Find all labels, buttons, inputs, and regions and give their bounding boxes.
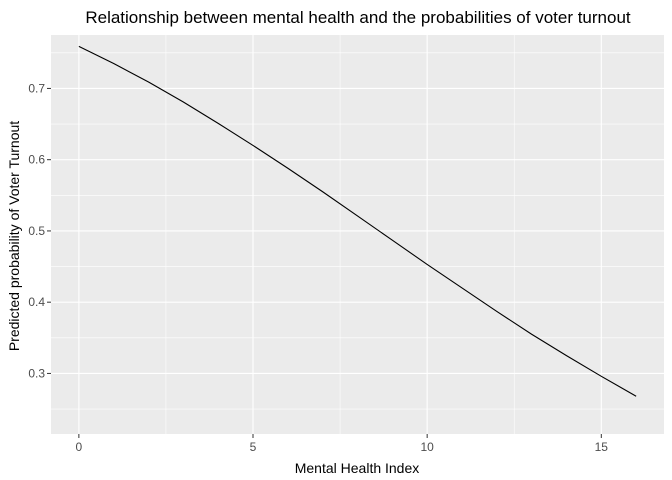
major-gridlines xyxy=(51,35,664,434)
y-tick-label: 0.6 xyxy=(28,153,45,167)
y-axis-title: Predicted probability of Voter Turnout xyxy=(6,121,22,351)
series-line xyxy=(78,45,637,397)
x-tick-label: 10 xyxy=(420,440,434,454)
x-axis-ticks: 0 5 10 15 xyxy=(76,434,609,454)
series-layer xyxy=(78,45,637,397)
y-tick-label: 0.5 xyxy=(28,224,45,238)
x-tick-label: 15 xyxy=(595,440,609,454)
y-tick-label: 0.3 xyxy=(28,366,45,380)
minor-gridlines xyxy=(51,35,664,434)
y-tick-label: 0.7 xyxy=(28,81,45,95)
x-tick-label: 5 xyxy=(250,440,257,454)
chart-title: Relationship between mental health and t… xyxy=(85,8,631,27)
y-axis-ticks: 0.3 0.4 0.5 0.6 0.7 xyxy=(28,81,51,380)
y-tick-label: 0.4 xyxy=(28,295,45,309)
x-tick-label: 0 xyxy=(76,440,83,454)
plot-panel xyxy=(51,35,664,434)
x-axis-title: Mental Health Index xyxy=(295,460,420,476)
